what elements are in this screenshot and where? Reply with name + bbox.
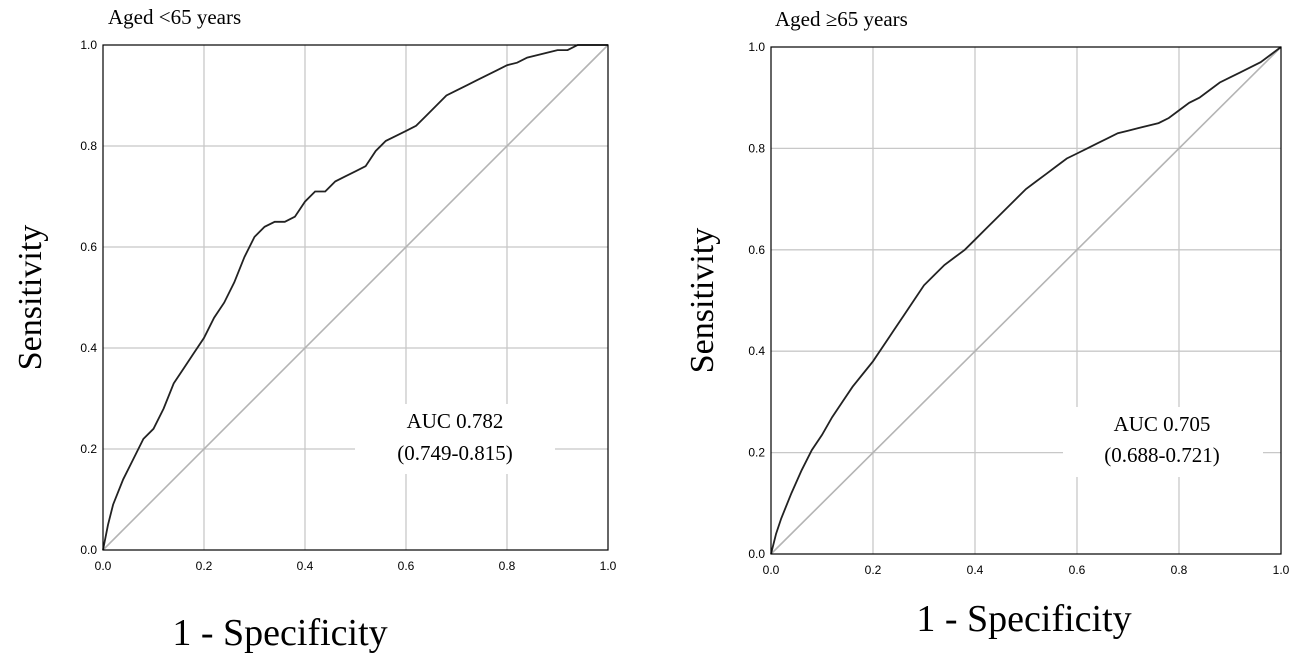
y-tick-label: 1.0 [80,38,97,52]
y-tick-label: 0.0 [80,543,97,557]
y-tick-label: 0.8 [80,139,97,153]
y-tick-label: 0.2 [80,442,97,456]
auc-annotation-background [1063,407,1263,477]
plot-frame [102,44,609,551]
y-tick-label: 0.4 [80,341,97,355]
x-tick-label: 1.0 [1273,563,1290,577]
y-axis-label: Sensitivity [12,225,49,370]
x-tick-labels: 0.0 0.2 0.4 0.6 0.8 1.0 [95,559,617,573]
reference-diagonal [102,44,609,551]
roc-panel-under-65: Aged <65 years AUC 0.782 (0.749-0.815) 0… [12,5,617,654]
plot-frame [770,46,1282,555]
roc-panel-65-and-over: Aged ≥65 years AUC 0.705 (0.688-0.721) 0… [684,7,1290,640]
panel-title: Aged <65 years [108,5,241,29]
x-tick-label: 1.0 [600,559,617,573]
roc-curve [102,44,608,551]
auc-confidence-interval: (0.749-0.815) [397,441,512,465]
y-tick-label: 0.0 [748,547,765,561]
reference-diagonal [770,46,1282,555]
x-tick-label: 0.6 [398,559,415,573]
y-tick-labels: 0.0 0.2 0.4 0.6 0.8 1.0 [748,40,765,561]
x-tick-label: 0.0 [763,563,780,577]
x-tick-labels: 0.0 0.2 0.4 0.6 0.8 1.0 [763,563,1290,577]
y-tick-label: 0.6 [80,240,97,254]
auc-annotation: AUC 0.705 (0.688-0.721) [1063,407,1263,477]
auc-confidence-interval: (0.688-0.721) [1104,443,1219,467]
y-tick-label: 0.6 [748,243,765,257]
y-tick-labels: 0.0 0.2 0.4 0.6 0.8 1.0 [80,38,97,557]
x-tick-label: 0.4 [297,559,314,573]
y-axis-label: Sensitivity [684,228,721,373]
y-tick-label: 0.4 [748,344,765,358]
y-tick-label: 1.0 [748,40,765,54]
x-tick-label: 0.0 [95,559,112,573]
y-tick-label: 0.2 [748,446,765,460]
panel-title: Aged ≥65 years [775,7,908,31]
x-axis-label: 1 - Specificity [172,612,387,654]
auc-value: AUC 0.705 [1114,412,1211,436]
x-axis-label: 1 - Specificity [916,598,1131,640]
roc-curve [770,46,1282,555]
x-tick-label: 0.2 [196,559,213,573]
y-tick-label: 0.8 [748,141,765,155]
x-tick-label: 0.4 [967,563,984,577]
auc-annotation-background [355,404,555,474]
x-tick-label: 0.6 [1069,563,1086,577]
auc-value: AUC 0.782 [407,409,504,433]
x-tick-label: 0.8 [499,559,516,573]
x-tick-label: 0.8 [1171,563,1188,577]
x-tick-label: 0.2 [865,563,882,577]
auc-annotation: AUC 0.782 (0.749-0.815) [355,404,555,474]
